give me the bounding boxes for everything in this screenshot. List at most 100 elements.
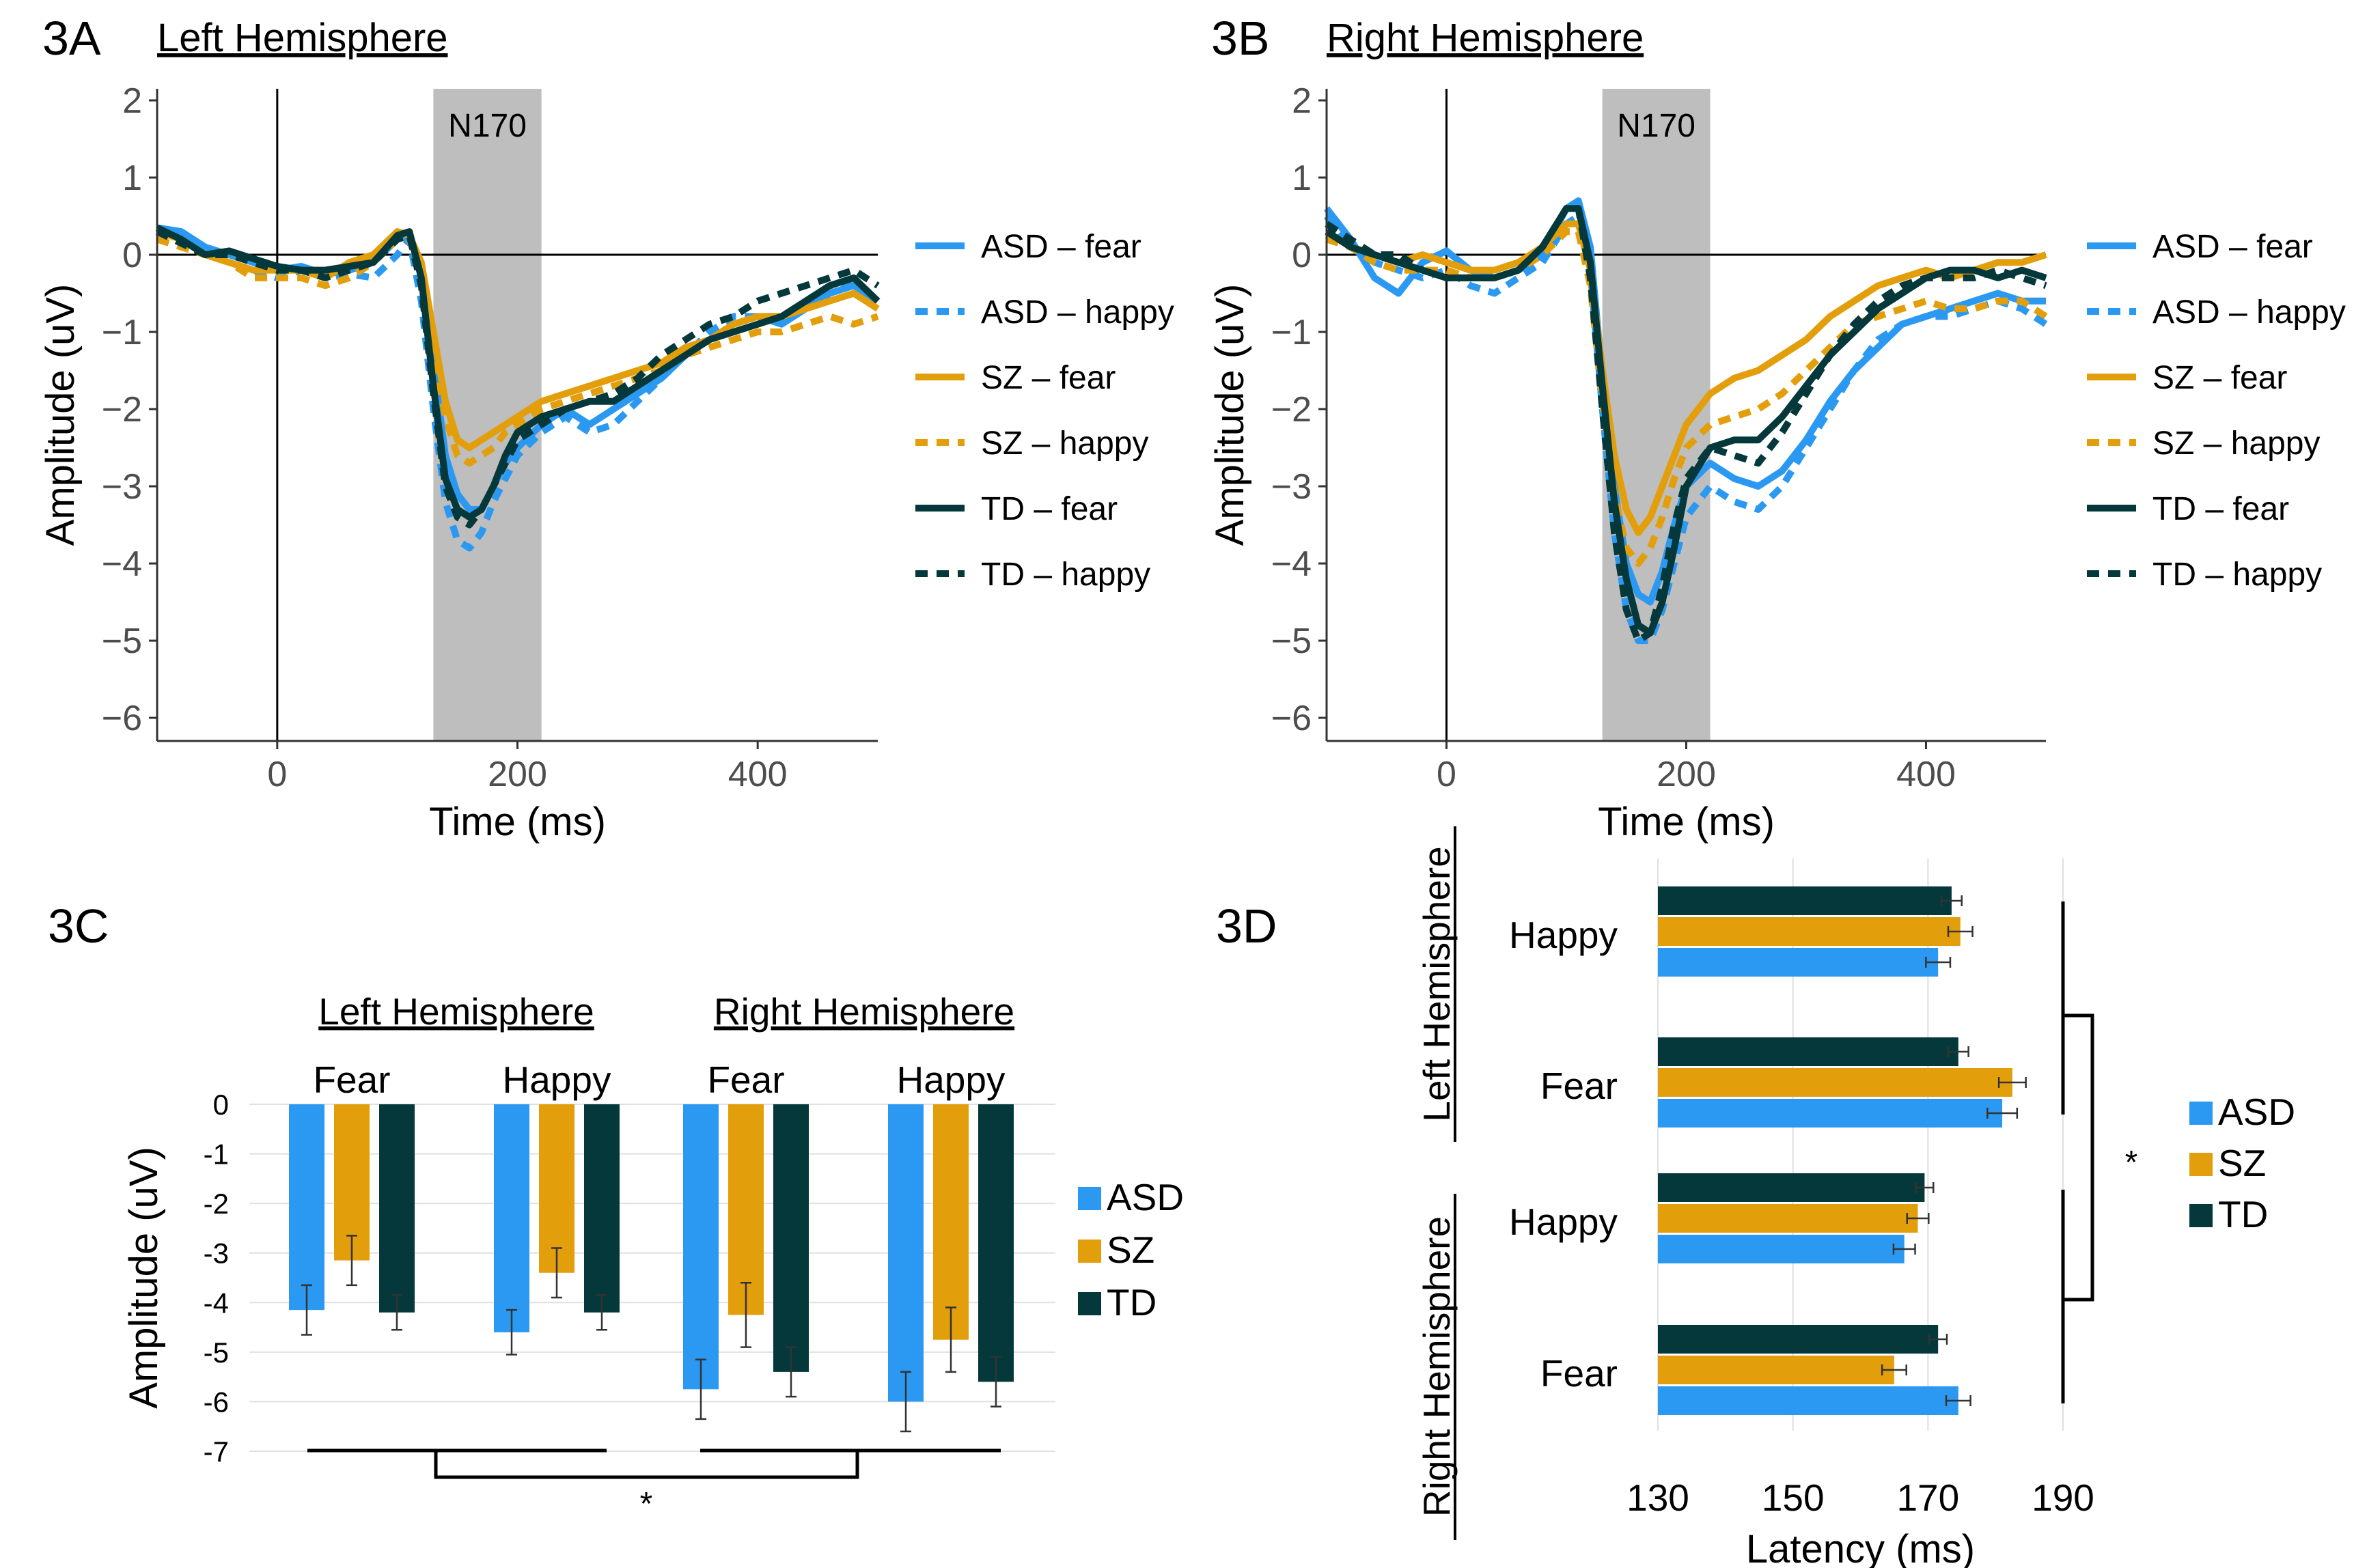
legend-label: TD – happy (2152, 557, 2322, 593)
y-axis-title: Amplitude (uV) (1208, 284, 1252, 546)
legend-label: TD – fear (2152, 491, 2289, 527)
y-tick-label: −4 (1271, 544, 1312, 584)
chart-title: Left Hemisphere (157, 16, 448, 60)
y-tick-label: −1 (1271, 313, 1312, 352)
error-bar (1945, 1395, 1971, 1406)
x-tick-label: 400 (1896, 755, 1956, 794)
y-tick-label: −3 (1271, 467, 1312, 507)
y-axis-title: Amplitude (uV) (122, 1147, 166, 1409)
y-tick-label: 1 (122, 158, 142, 198)
legend-swatch (2189, 1153, 2213, 1176)
y-tick-label: 0 (1292, 236, 1312, 275)
bar (1658, 1204, 1918, 1233)
x-tick-label: 130 (1626, 1476, 1689, 1519)
panel-label-3a: 3A (42, 12, 101, 65)
bar (289, 1104, 324, 1311)
series-line (156, 236, 879, 467)
group-label: Right Hemisphere (1415, 1216, 1458, 1517)
legend-label: TD – fear (981, 491, 1118, 527)
legend-label: TD – happy (981, 557, 1150, 593)
y-tick-label: −5 (1271, 621, 1312, 661)
error-bar (740, 1282, 751, 1348)
bar (1658, 1235, 1905, 1263)
y-tick-label: −3 (102, 467, 142, 507)
error-bar (1986, 1108, 2019, 1119)
y-tick-label: 1 (1292, 158, 1312, 198)
legend-label: SZ – fear (981, 360, 1116, 396)
series-line (1325, 205, 2047, 645)
legend-swatch (2189, 1102, 2213, 1125)
significance-star: * (640, 1486, 653, 1522)
error-bar (1915, 1182, 1935, 1193)
error-bar (596, 1294, 607, 1331)
series-line (1325, 220, 2047, 536)
category-label: Happy (1509, 914, 1618, 956)
x-tick-label: 190 (2032, 1476, 2094, 1519)
bar-chart-3d: 130 150 170 190 Latency (ms) Happy Fear Happy Fe… (1415, 826, 2295, 1568)
line-chart-3b: Right Hemisphere N170 2 1 0 −1 −2 −3 −4 −5 −6 0 200 4… (1208, 16, 2346, 844)
y-tick-label: −5 (102, 621, 142, 661)
bar (1658, 1099, 2003, 1128)
legend-label: SZ – happy (981, 425, 1148, 462)
group-label: Right Hemisphere (714, 990, 1014, 1033)
y-tick-label: −6 (102, 699, 142, 738)
x-axis-title: Latency (ms) (1746, 1527, 1975, 1568)
significance-bracket (307, 1448, 1001, 1479)
bar (1658, 1068, 2012, 1097)
error-bar (1940, 895, 1963, 906)
x-tick-label: 150 (1762, 1476, 1825, 1519)
legend-label: SZ – fear (2152, 360, 2287, 396)
bar (683, 1104, 719, 1390)
error-bar (346, 1235, 357, 1287)
chart-title: Right Hemisphere (1327, 16, 1644, 60)
category-label: Happy (503, 1059, 611, 1101)
legend-label: ASD – happy (981, 294, 1174, 331)
y-tick-label: 2 (1292, 81, 1312, 121)
series-line (155, 224, 881, 521)
error-bar (506, 1308, 517, 1356)
legend-label: TD (1107, 1281, 1157, 1324)
y-tick-label: -2 (204, 1188, 229, 1220)
bar (1658, 1037, 1958, 1066)
bar (334, 1104, 370, 1261)
legend-label: ASD (2218, 1091, 2295, 1133)
error-bar (1925, 957, 1952, 968)
error-bar (1997, 1077, 2027, 1088)
bar (728, 1104, 764, 1315)
category-label: Happy (1509, 1201, 1618, 1243)
y-tick-label: 2 (122, 81, 142, 121)
legend-swatch (1078, 1292, 1101, 1315)
x-tick-label: 400 (728, 755, 788, 794)
bar (888, 1104, 924, 1402)
bar (1658, 948, 1939, 977)
category-label: Fear (313, 1059, 390, 1101)
y-tick-label: −6 (1271, 699, 1312, 738)
legend-label: SZ – happy (2152, 425, 2320, 462)
y-tick-label: 0 (213, 1089, 229, 1121)
significance-star: * (2125, 1145, 2138, 1181)
error-bar (1928, 1334, 1948, 1345)
y-tick-label: −1 (102, 313, 142, 352)
bar (933, 1104, 969, 1340)
y-tick-label: −4 (102, 544, 142, 584)
bar (773, 1104, 809, 1372)
legend-label: ASD – fear (2152, 229, 2313, 265)
category-label: Fear (1540, 1065, 1618, 1107)
error-bar (1947, 1046, 1969, 1057)
y-tick-label: -6 (204, 1386, 229, 1418)
legend-label: SZ (2218, 1142, 2266, 1184)
significance-bracket (2063, 1013, 2094, 1302)
error-bar (900, 1371, 911, 1433)
y-tick-label: -4 (204, 1287, 229, 1319)
n170-label: N170 (1617, 108, 1695, 144)
bar (978, 1104, 1014, 1382)
error-bar (945, 1306, 956, 1373)
bar (379, 1104, 415, 1313)
x-axis-title: Time (ms) (429, 800, 606, 844)
x-tick-label: 170 (1896, 1476, 1959, 1519)
error-bar (695, 1358, 706, 1420)
legend-label: ASD (1107, 1176, 1184, 1218)
x-axis-title: Time (ms) (1598, 800, 1775, 844)
error-bar (1906, 1213, 1930, 1224)
x-tick-label: 0 (1437, 755, 1456, 794)
